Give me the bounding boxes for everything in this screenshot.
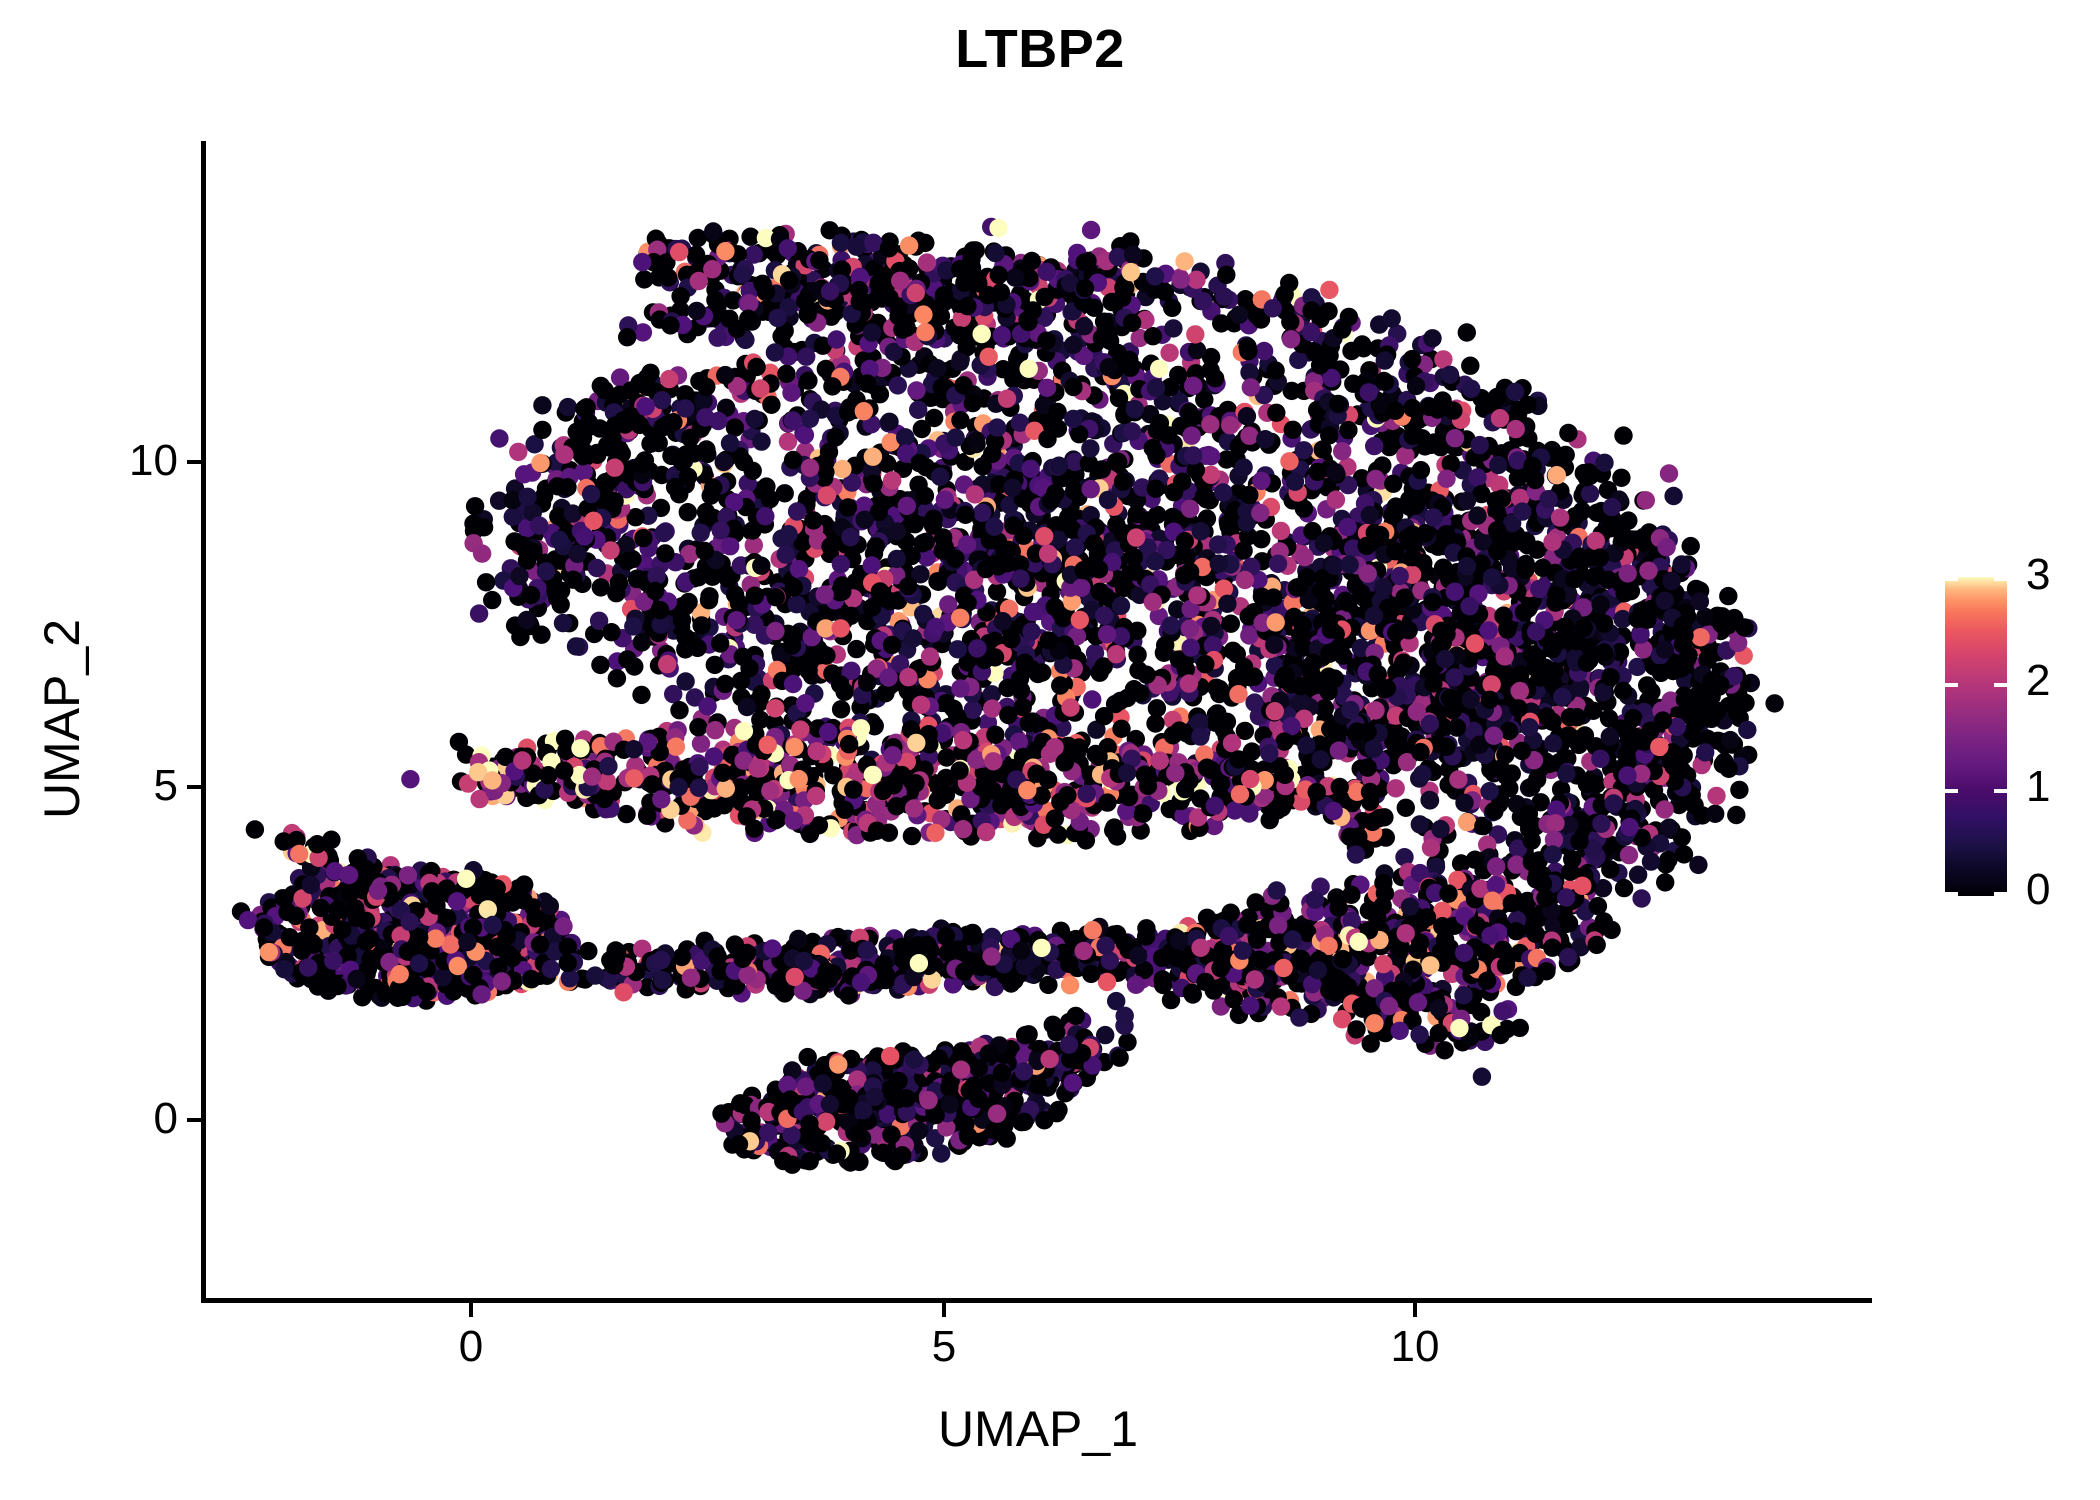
scatter-points-layer (231, 217, 1784, 1174)
x-tick-label-0: 0 (458, 1322, 484, 1371)
x-axis-line (201, 1298, 1872, 1303)
colorbar-tick-1-right (1994, 789, 2007, 793)
y-tick-mark-10 (187, 460, 201, 464)
colorbar-tick-3-right (1994, 577, 2007, 581)
y-tick-label-10: 10 (129, 436, 178, 485)
x-tick-label-10: 10 (1390, 1322, 1440, 1371)
colorbar-label-2: 2 (2026, 656, 2051, 705)
y-tick-label-0: 0 (153, 1094, 178, 1143)
colorbar-tick-1-left (1945, 789, 1958, 793)
colorbar-legend: 3 2 1 0 (1938, 553, 2088, 920)
colorbar-label-3: 3 (2026, 550, 2051, 599)
x-tick-mark-10 (1413, 1303, 1417, 1317)
colorbar-label-1: 1 (2026, 762, 2051, 811)
y-tick-label-5: 5 (153, 761, 178, 810)
colorbar-tick-0-right (1994, 892, 2007, 896)
colorbar-tick-0-left (1945, 892, 1958, 896)
x-axis-title: UMAP_1 (937, 1401, 1139, 1457)
page-title: LTBP2 (955, 19, 1125, 79)
scatter-plot-panel (204, 141, 1872, 1300)
y-tick-mark-0 (187, 1118, 201, 1122)
y-axis-title: UMAP_2 (34, 618, 90, 820)
colorbar-tick-3-left (1945, 577, 1958, 581)
colorbar-gradient (1945, 577, 2007, 896)
colorbar-tick-2-left (1945, 683, 1958, 687)
x-tick-mark-5 (942, 1303, 946, 1317)
x-tick-label-5: 5 (931, 1322, 957, 1371)
x-tick-mark-0 (469, 1303, 473, 1317)
y-axis-line (201, 141, 206, 1303)
y-tick-mark-5 (187, 785, 201, 789)
colorbar-label-0: 0 (2026, 865, 2051, 914)
colorbar-tick-2-right (1994, 683, 2007, 687)
